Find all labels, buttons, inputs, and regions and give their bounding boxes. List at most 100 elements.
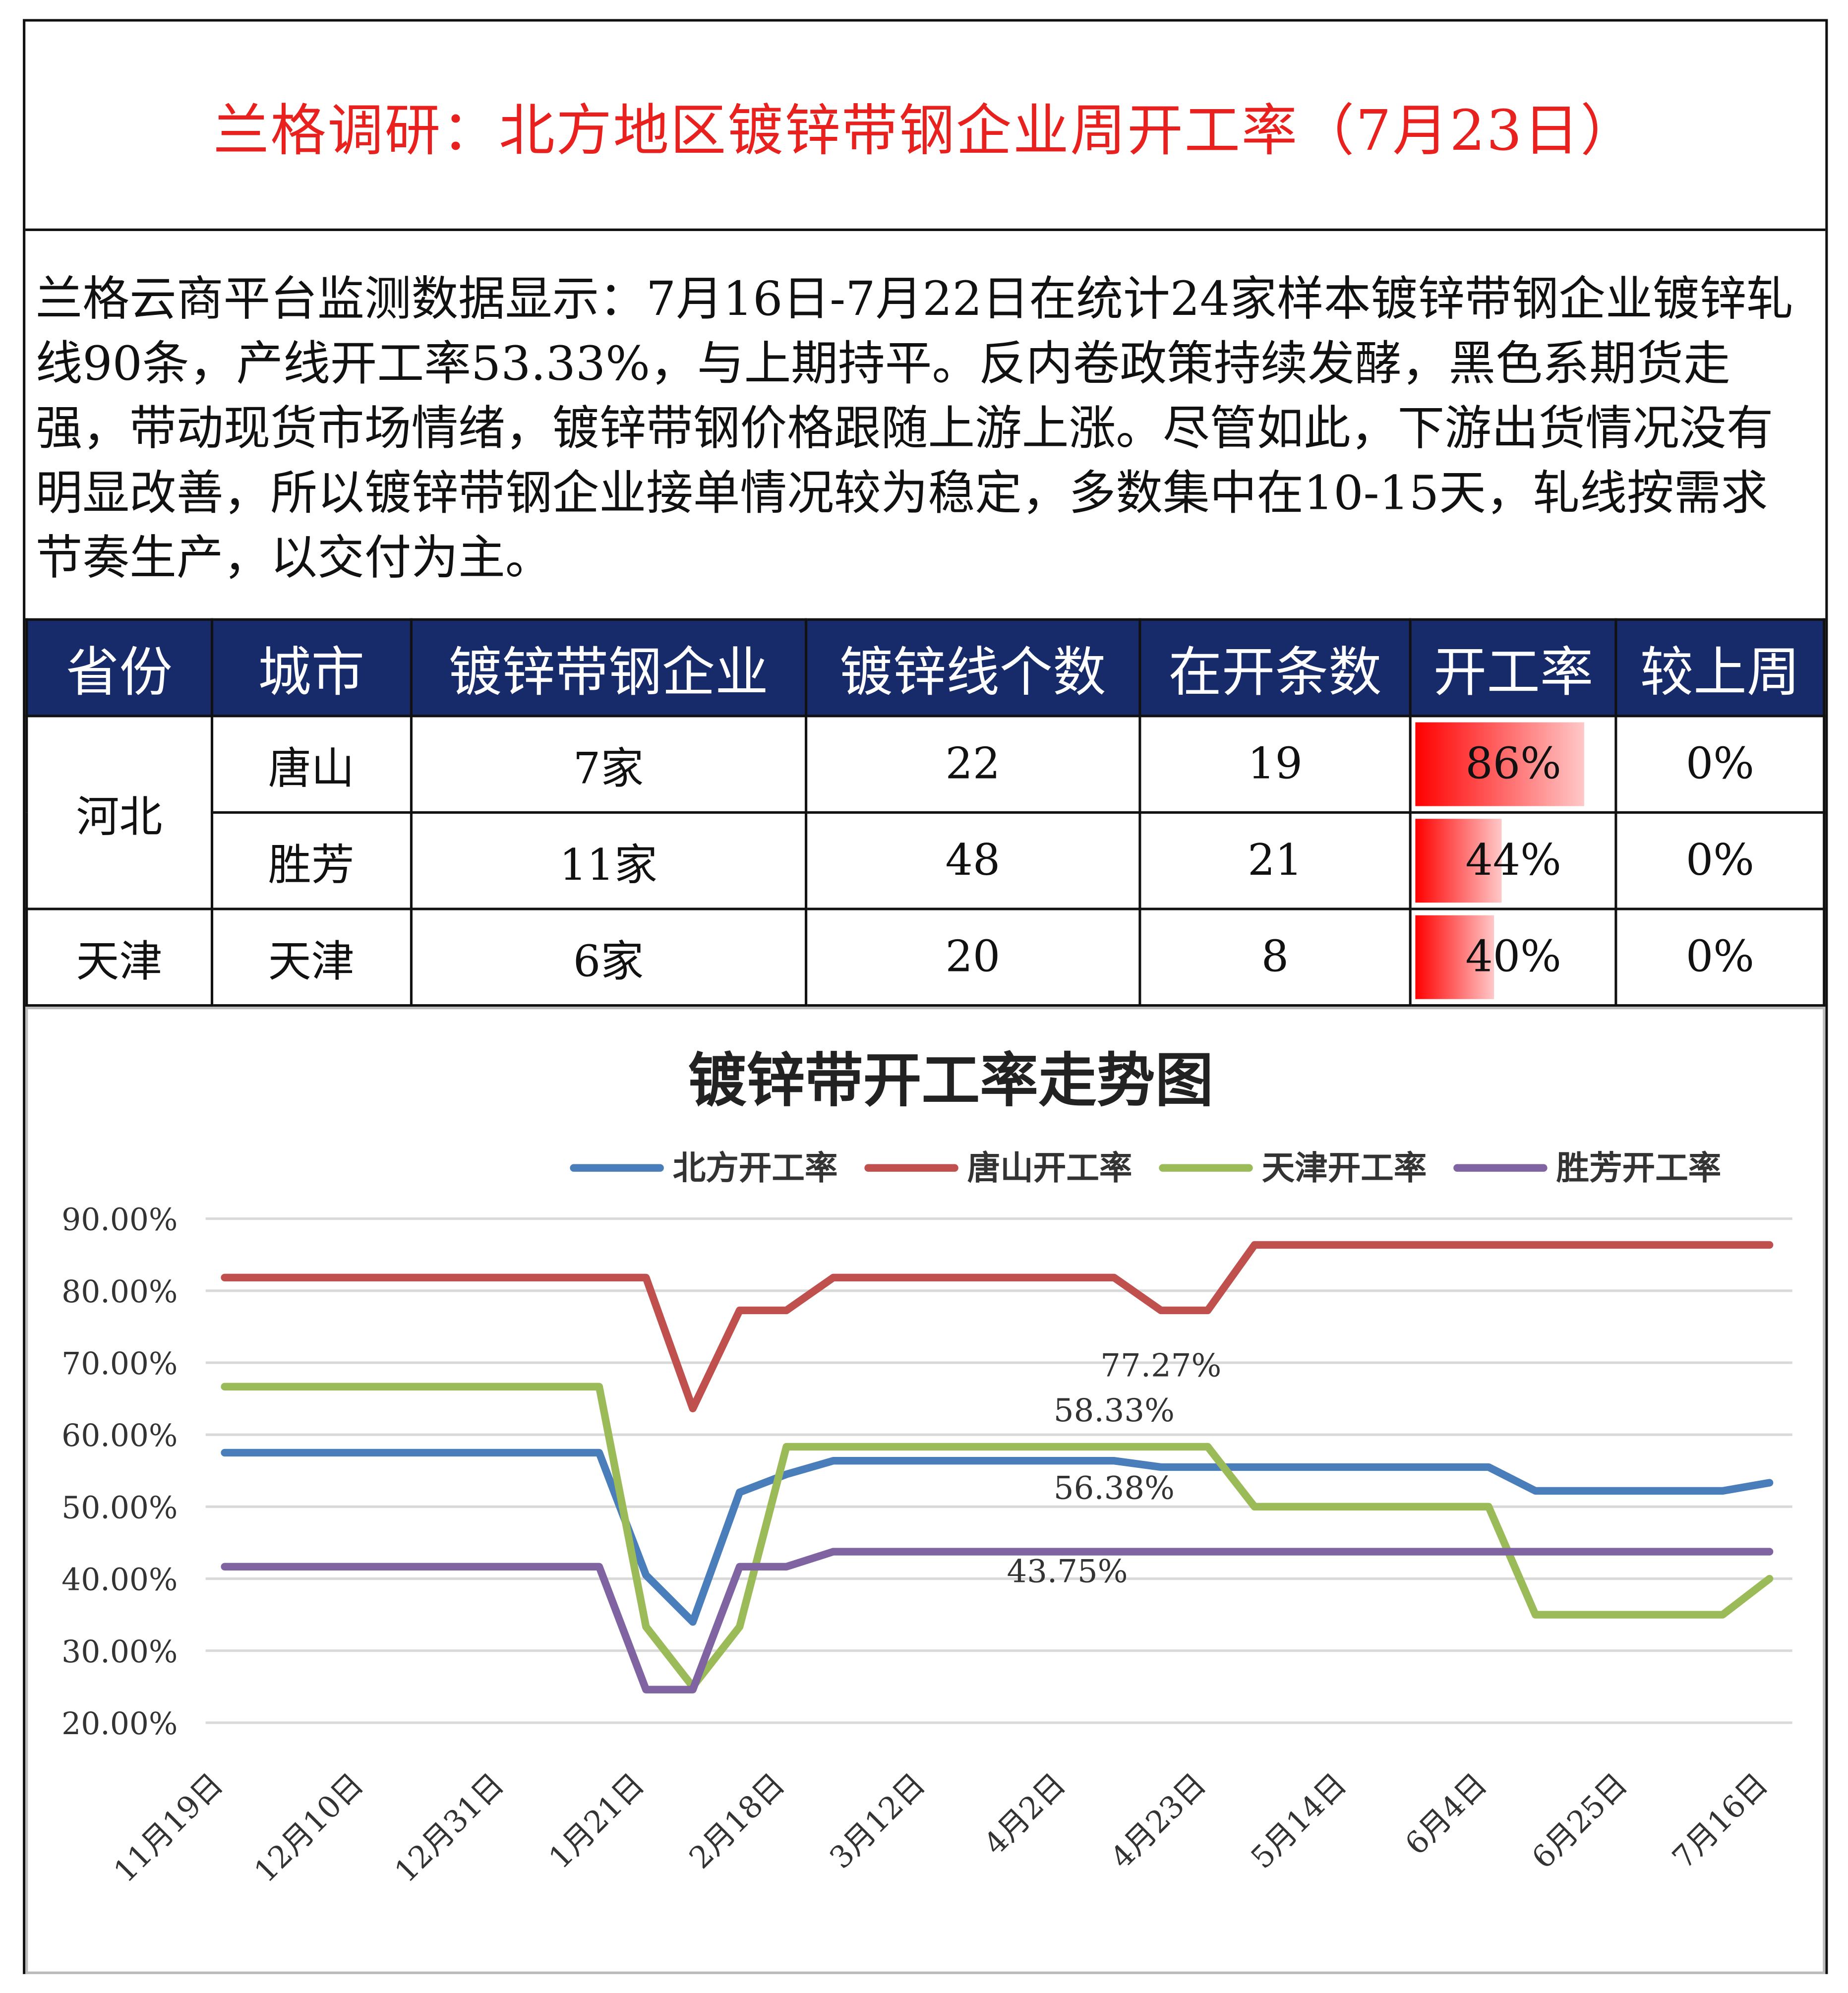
data-label: 58.33% — [1054, 1392, 1175, 1429]
cell-running: 8 — [1138, 907, 1412, 1007]
x-tick-label: 7月16日 — [1666, 1766, 1775, 1875]
header-running: 在开条数 — [1138, 618, 1412, 718]
data-point — [1020, 1460, 1021, 1461]
y-tick-label: 20.00% — [61, 1706, 178, 1742]
report-title: 兰格调研：北方地区镀锌带钢企业周开工率（7月23日） — [25, 22, 1826, 231]
x-tick-label: 1月21日 — [542, 1766, 651, 1875]
rate-bar — [1416, 915, 1494, 999]
x-tick-label: 3月12日 — [823, 1766, 932, 1875]
data-point — [1769, 1578, 1770, 1579]
data-point — [880, 1277, 881, 1278]
header-city: 城市 — [210, 618, 412, 718]
cell-province: 河北 — [25, 715, 213, 910]
cell-province: 天津 — [25, 907, 213, 1007]
cell-lines: 22 — [805, 715, 1141, 814]
y-tick-label: 60.00% — [61, 1418, 178, 1453]
table-row: 胜芳 11家 48 21 44% 0% — [27, 811, 1826, 910]
y-tick-label: 40.00% — [61, 1563, 178, 1598]
rate-text: 44% — [1465, 835, 1561, 886]
data-point — [552, 1277, 553, 1278]
data-label: 77.27% — [1100, 1348, 1221, 1385]
x-tick-label: 5月14日 — [1245, 1766, 1354, 1875]
cell-rate: 40% — [1409, 907, 1617, 1007]
series-line-唐山开工率 — [221, 1241, 1774, 1412]
cell-rate: 86% — [1409, 715, 1617, 814]
header-change: 较上周 — [1614, 618, 1826, 718]
line-chart: 镀锌带开工率走势图 90.00% 80.00% 70.00% 60.00% 50.00%… — [61, 1046, 1792, 1889]
data-point — [786, 1474, 787, 1475]
table-header-row: 省份 城市 镀锌带钢企业 镀锌线个数 在开条数 开工率 较上周 — [25, 618, 1826, 718]
y-tick-label: 30.00% — [61, 1634, 178, 1670]
cell-change: 0% — [1614, 811, 1826, 910]
x-tick-label: 6月25日 — [1525, 1766, 1634, 1875]
header-companies: 镀锌带钢企业 — [409, 618, 808, 718]
data-point — [739, 1310, 740, 1311]
y-tick-label: 80.00% — [61, 1274, 178, 1310]
rate-table: 省份 城市 镀锌带钢企业 镀锌线个数 在开条数 开工率 较上周 河北 唐山 7家… — [25, 618, 1826, 1007]
cell-companies: 7家 — [409, 715, 808, 814]
x-tick-label: 2月18日 — [683, 1766, 792, 1875]
data-point — [1114, 1277, 1115, 1278]
data-point — [505, 1452, 506, 1453]
data-label: 56.38% — [1054, 1470, 1175, 1507]
data-point — [880, 1460, 881, 1461]
rate-text: 86% — [1465, 738, 1561, 790]
x-tick-label: 12月31日 — [388, 1766, 511, 1889]
cell-lines: 20 — [805, 907, 1141, 1007]
cell-rate: 44% — [1409, 811, 1617, 910]
cell-city: 天津 — [210, 907, 412, 1007]
cell-lines: 48 — [805, 811, 1141, 910]
x-tick-label: 11月19日 — [107, 1766, 230, 1889]
data-point — [739, 1492, 740, 1493]
chart-title: 镀锌带开工率走势图 — [688, 1046, 1214, 1115]
header-province: 省份 — [25, 618, 213, 718]
data-point — [833, 1277, 834, 1278]
summary-paragraph: 兰格云商平台监测数据显示：7月16日-7月22日在统计24家样本镀锌带钢企业镀锌… — [35, 271, 1793, 586]
x-tick-label: 12月10日 — [247, 1766, 370, 1889]
header-lines: 镀锌线个数 — [805, 618, 1141, 718]
data-point — [505, 1277, 506, 1278]
table-row: 河北 唐山 7家 22 19 86% 0% — [25, 715, 1826, 910]
data-point — [1067, 1277, 1068, 1278]
data-point — [973, 1460, 974, 1461]
cell-change: 0% — [1614, 907, 1826, 1007]
data-point — [1114, 1460, 1115, 1461]
data-point — [412, 1452, 413, 1453]
data-point — [271, 1452, 272, 1453]
cell-city: 胜芳 — [210, 811, 412, 910]
cell-city: 唐山 — [210, 715, 412, 814]
series-line-天津开工率 — [221, 1383, 1774, 1691]
legend-label: 天津开工率 — [1262, 1148, 1427, 1187]
data-label: 43.75% — [1007, 1554, 1128, 1590]
report-card: 兰格调研：北方地区镀锌带钢企业周开工率（7月23日） 兰格云商平台监测数据显示：… — [23, 19, 1828, 1974]
x-tick-label: 6月4日 — [1398, 1766, 1493, 1862]
x-tick-label: 4月23日 — [1104, 1766, 1213, 1875]
table-row: 天津 天津 6家 20 8 40% 0% — [25, 907, 1826, 1007]
data-point — [786, 1310, 787, 1311]
y-tick-label: 70.00% — [61, 1346, 178, 1382]
y-tick-label: 90.00% — [61, 1203, 178, 1238]
rate-text: 40% — [1465, 932, 1561, 983]
rate-bar — [1416, 819, 1502, 903]
data-point — [833, 1460, 834, 1461]
cell-running: 19 — [1138, 715, 1412, 814]
series-line-胜芳开工率 — [221, 1548, 1774, 1693]
series-line-北方开工率 — [221, 1449, 1774, 1626]
cell-change: 0% — [1614, 715, 1826, 814]
data-point — [1020, 1277, 1021, 1278]
cell-companies: 6家 — [409, 907, 808, 1007]
legend-label: 北方开工率 — [673, 1148, 838, 1187]
data-point — [973, 1277, 974, 1278]
rate-bar — [1416, 722, 1584, 806]
chart-panel: 镀锌带开工率走势图 90.00% 80.00% 70.00% 60.00% 50.00%… — [25, 1007, 1826, 1974]
data-point — [1207, 1310, 1208, 1311]
data-point — [271, 1277, 272, 1278]
data-point — [412, 1277, 413, 1278]
data-point — [646, 1277, 647, 1278]
data-point — [318, 1452, 319, 1453]
y-tick-label: 50.00% — [61, 1490, 178, 1525]
data-point — [318, 1277, 319, 1278]
legend-label: 唐山开工率 — [967, 1148, 1133, 1187]
data-point — [552, 1452, 553, 1453]
legend-label: 胜芳开工率 — [1556, 1148, 1722, 1187]
